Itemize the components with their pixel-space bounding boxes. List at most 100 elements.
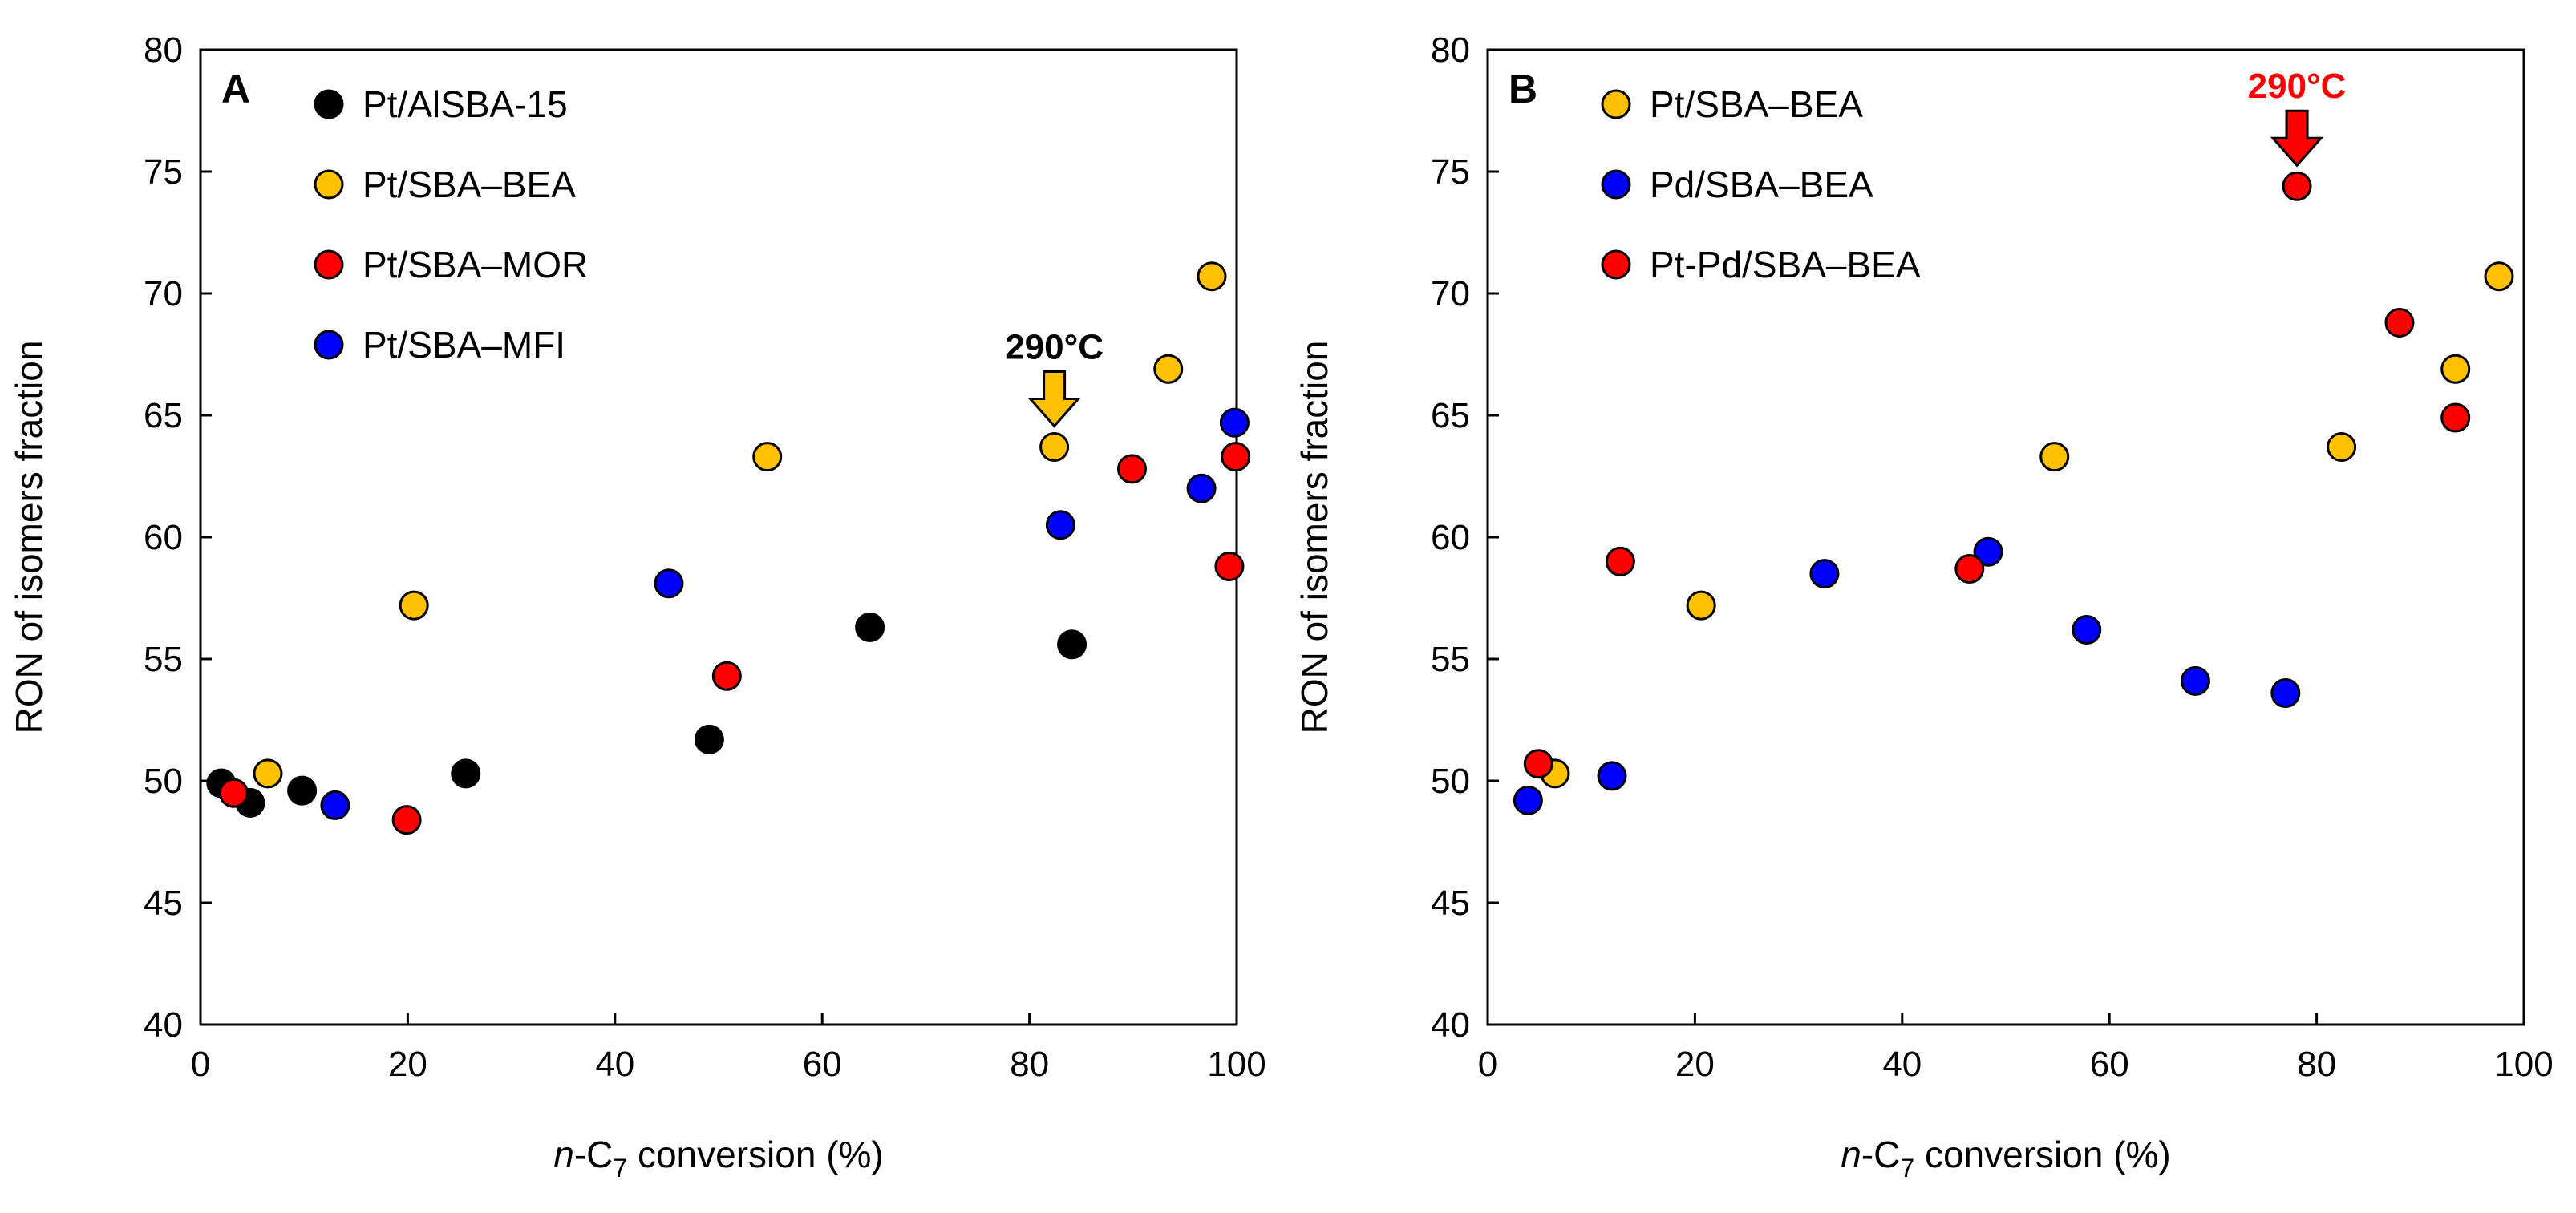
panel-a-data-point <box>320 790 350 820</box>
panel-b-legend-marker <box>1601 169 1631 200</box>
panel-a-data-point <box>654 568 684 599</box>
panel-b-xtick-label: 80 <box>2297 1045 2336 1084</box>
panel-a-ytick-label: 75 <box>144 152 183 192</box>
panel-a-annotation-label: 290°C <box>1005 328 1104 367</box>
panel-b-xlabel-italic: n <box>1841 1134 1861 1175</box>
panel-a-legend-label: Pt/SBA–BEA <box>363 164 576 205</box>
panel-b-data-point <box>1973 536 2003 567</box>
panel-a-xtick-label: 100 <box>1207 1045 1266 1084</box>
panel-a-xlabel: n-C7 conversion (%) <box>553 1134 884 1183</box>
panel-a-xtick-label: 40 <box>595 1045 634 1084</box>
panel-b-legend-marker <box>1601 249 1631 280</box>
panel-b-ytick-label: 55 <box>1431 640 1470 679</box>
panel-b-annotation-label: 290°C <box>2248 67 2347 106</box>
panel-a-data-point <box>694 724 724 754</box>
panel-b-data-point <box>1523 749 1553 779</box>
panel-a-data-point <box>253 758 283 789</box>
panel-a-data-point <box>1219 407 1250 438</box>
panel-b-legend-marker <box>1601 89 1631 119</box>
panel-b-data-point <box>2072 615 2102 645</box>
panel-a-xlabel-post: conversion (%) <box>627 1134 884 1175</box>
panel-b-legend-label: Pt-Pd/SBA–BEA <box>1650 244 1921 285</box>
panel-a-data-point <box>1057 629 1088 660</box>
panel-b-xlabel-pre: -C <box>1861 1134 1901 1175</box>
panel-b-ytick-label: 75 <box>1431 152 1470 192</box>
panel-b-letter: B <box>1509 67 1537 111</box>
panel-a-xtick-label: 20 <box>388 1045 427 1084</box>
panel-a-legend-marker <box>314 89 344 119</box>
panel-b-xlabel: n-C7 conversion (%) <box>1841 1134 2171 1183</box>
panel-b-data-point <box>2384 307 2415 338</box>
panel-b-data-point <box>1954 554 1985 584</box>
panel-a-xtick-label: 60 <box>803 1045 842 1084</box>
panel-b-xlabel-post: conversion (%) <box>1914 1134 2171 1175</box>
panel-b-xtick-label: 60 <box>2090 1045 2129 1084</box>
panel-b-data-point <box>1809 559 1840 589</box>
panel-a-xlabel-italic: n <box>553 1134 574 1175</box>
panel-a-data-point <box>1039 432 1070 463</box>
panel-b-ytick-label: 65 <box>1431 396 1470 435</box>
panel-a-legend-label: Pt/SBA–MOR <box>363 244 588 285</box>
panel-a-xtick-label: 0 <box>191 1045 210 1084</box>
panel-b-xtick-label: 20 <box>1675 1045 1715 1084</box>
panel-a-annotation-arrow <box>1027 370 1081 428</box>
panel-b-plot-frame <box>1486 48 2525 1026</box>
panel-b-ytick-label: 50 <box>1431 762 1470 801</box>
panel-a-ytick-label: 60 <box>144 518 183 557</box>
panel-a-data-point <box>711 661 742 691</box>
panel-a: 40 45 50 55 60 65 70 75 80 0 20 40 60 80 100 RON of iso… <box>8 30 1266 1183</box>
panel-a-legend-marker <box>314 249 344 280</box>
panel-b-data-point <box>2440 354 2471 384</box>
panel-a-data-point <box>287 775 318 806</box>
panel-a-legend-marker <box>314 330 344 360</box>
panel-b-data-point <box>2270 678 2301 709</box>
panel-b-xlabel-sub: 7 <box>1900 1154 1914 1183</box>
panel-a-letter: A <box>221 67 250 111</box>
panel-b-xtick-label: 100 <box>2494 1045 2553 1084</box>
panel-a-xlabel-pre: -C <box>574 1134 614 1175</box>
panel-a-data-point <box>1221 442 1251 472</box>
panel-a-data-point <box>451 758 481 789</box>
panel-b-data-point <box>2039 442 2070 472</box>
panel-a-ytick-label: 70 <box>144 274 183 313</box>
panel-b-ytick-label: 45 <box>1431 883 1470 923</box>
panel-a-ytick-label: 40 <box>144 1005 183 1045</box>
panel-b-ytick-label: 80 <box>1431 30 1470 70</box>
panel-a-xlabel-sub: 7 <box>613 1154 627 1183</box>
panel-b-annotation-arrow <box>2270 109 2324 168</box>
panel-b-data-point <box>1605 546 1635 576</box>
panel-a-xtick-label: 80 <box>1010 1045 1049 1084</box>
panel-b-data-point <box>2440 402 2471 433</box>
panel-a-data-point <box>1197 261 1227 292</box>
panel-b-data-point <box>1513 785 1543 815</box>
panel-b-ytick-label: 70 <box>1431 274 1470 313</box>
panel-b-data-point <box>2327 432 2357 463</box>
panel-b-xtick-label: 40 <box>1882 1045 1922 1084</box>
panel-a-ytick-label: 65 <box>144 396 183 435</box>
panel-a-data-point <box>218 778 249 808</box>
panel-a-ytick-label: 45 <box>144 883 183 923</box>
panel-a-data-point <box>1153 354 1184 384</box>
panel-b-ytick-label: 60 <box>1431 518 1470 557</box>
panel-b-data-point <box>1597 761 1627 791</box>
panel-a-data-point <box>1214 551 1245 581</box>
panel-a-data-point <box>752 442 783 472</box>
panel-a-data-point <box>855 612 885 642</box>
panel-a-plot-frame <box>199 48 1238 1026</box>
panel-b-data-point <box>2180 665 2210 696</box>
panel-a-data-point <box>399 590 429 621</box>
panel-b-legend-label: Pt/SBA–BEA <box>1650 83 1863 125</box>
panel-b-data-point <box>2484 261 2514 292</box>
panel-b: 40 45 50 55 60 65 70 75 80 0 20 40 60 80 100 RON of iso… <box>1294 30 2554 1183</box>
panel-a-ytick-label: 55 <box>144 640 183 679</box>
panel-a-ytick-label: 50 <box>144 762 183 801</box>
panel-b-data-point <box>2282 171 2312 201</box>
panel-a-data-point <box>1186 473 1217 503</box>
panel-b-xtick-label: 0 <box>1478 1045 1497 1084</box>
panel-a-legend-label: Pt/SBA–MFI <box>363 324 565 366</box>
panel-a-data-point <box>1117 454 1148 484</box>
panel-a-data-point <box>1045 510 1075 540</box>
panel-b-ytick-label: 40 <box>1431 1005 1470 1045</box>
panel-a-legend-label: Pt/AlSBA-15 <box>363 83 568 125</box>
